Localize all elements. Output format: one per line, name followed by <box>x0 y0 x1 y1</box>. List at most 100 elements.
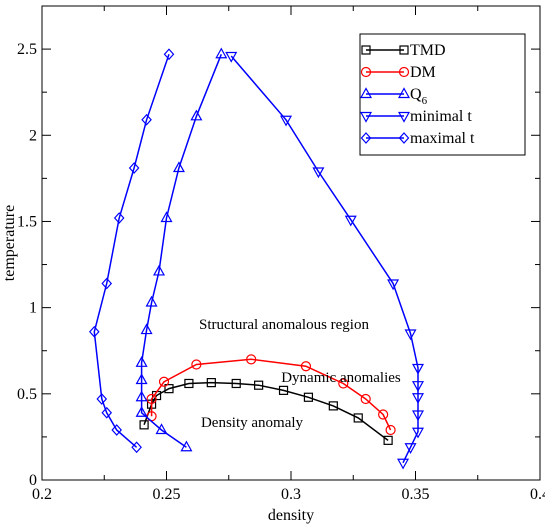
legend-item-dm: DM <box>360 64 436 81</box>
data-point-dm <box>360 393 371 405</box>
data-point-minimal-t <box>344 215 357 227</box>
legend-item-maximal-t: maximal t <box>360 130 475 147</box>
x-tick-label: 0.2 <box>32 486 52 503</box>
data-point-minimal-t <box>404 443 417 454</box>
data-point-tmd <box>383 435 393 445</box>
annotation-density: Density anomaly <box>201 415 304 431</box>
legend-label-subscript: 6 <box>422 95 428 107</box>
series-minimal-t <box>225 51 425 470</box>
data-point-tmd <box>184 378 194 389</box>
series-line-maximal-t <box>93 54 170 448</box>
y-tick-label: 1.5 <box>17 213 37 230</box>
data-point-minimal-t <box>397 458 410 470</box>
data-point-q6 <box>135 390 148 402</box>
series-line-minimal-t <box>230 55 419 464</box>
legend-marker <box>360 132 372 144</box>
data-point-dm <box>300 361 312 372</box>
legend-marker <box>361 45 371 55</box>
legend-item-minimal-t: minimal t <box>359 108 472 125</box>
data-point-tmd <box>206 378 216 388</box>
data-point-dm <box>146 393 157 405</box>
x-tick-label: 0.25 <box>153 486 181 503</box>
data-point-minimal-t <box>404 329 417 341</box>
data-point-minimal-t <box>411 427 425 439</box>
series-dm <box>146 354 396 436</box>
legend-marker <box>359 111 373 123</box>
data-point-q6 <box>215 47 228 59</box>
data-point-maximal-t <box>131 441 142 454</box>
data-point-q6 <box>180 440 193 452</box>
legend-marker <box>399 45 409 55</box>
legend-item-q6: Q6 <box>359 86 428 107</box>
data-point-minimal-t <box>411 381 425 392</box>
series-line-q6 <box>140 54 222 448</box>
x-tick-label: 0.3 <box>281 486 301 503</box>
data-point-dm <box>191 359 202 370</box>
data-point-minimal-t <box>411 410 425 422</box>
data-point-tmd <box>164 384 174 394</box>
legend-item-tmd: TMD <box>361 42 446 59</box>
data-point-maximal-t <box>128 162 140 174</box>
data-point-dm <box>378 409 389 420</box>
series-q6 <box>135 47 228 452</box>
data-point-q6 <box>155 423 168 435</box>
data-point-maximal-t <box>113 212 125 224</box>
data-point-tmd <box>254 380 264 390</box>
data-point-minimal-t <box>280 115 293 127</box>
y-tick-label: 2 <box>29 127 37 144</box>
legend-marker <box>360 66 372 78</box>
series-tmd <box>139 378 393 445</box>
data-point-q6 <box>145 295 158 307</box>
data-point-q6 <box>135 356 148 367</box>
data-point-maximal-t <box>111 424 123 436</box>
data-point-tmd <box>303 392 314 402</box>
data-point-tmd <box>328 401 338 411</box>
data-point-q6 <box>135 406 148 417</box>
data-point-maximal-t <box>141 113 152 126</box>
series-layer <box>88 47 425 470</box>
y-tick-label: 0.5 <box>17 386 37 403</box>
x-axis-label: density <box>268 507 314 524</box>
legend-marker <box>397 87 411 99</box>
data-point-minimal-t <box>411 393 425 405</box>
series-line-dm <box>150 358 392 431</box>
y-tick-label: 2.5 <box>17 41 37 58</box>
data-point-q6 <box>160 211 173 223</box>
data-point-minimal-t <box>312 167 325 179</box>
annotation-structural: Structural anomalous region <box>199 317 369 333</box>
data-point-minimal-t <box>387 279 400 291</box>
legend-label: TMD <box>410 42 446 59</box>
x-tick-label: 0.4 <box>530 486 545 503</box>
data-point-dm <box>385 424 396 436</box>
series-line-tmd <box>143 381 389 441</box>
data-point-q6 <box>153 264 166 276</box>
annotation-dynamic: Dynamic anomalies <box>281 370 401 386</box>
data-point-tmd <box>278 385 289 395</box>
data-point-dm <box>338 378 349 389</box>
y-tick-label: 0 <box>29 472 37 489</box>
data-point-q6 <box>190 109 203 121</box>
data-point-minimal-t <box>411 363 425 375</box>
data-point-maximal-t <box>88 325 100 338</box>
legend-label: DM <box>410 64 436 81</box>
y-axis-label: temperature <box>1 205 18 281</box>
x-axis-ticks: 0.2 0.25 0.3 0.35 0.4 <box>32 6 545 503</box>
legend-marker <box>398 66 410 78</box>
legend-label: maximal t <box>410 130 475 147</box>
data-point-dm <box>158 376 170 387</box>
data-point-maximal-t <box>101 406 113 419</box>
data-point-dm <box>246 354 257 365</box>
legend-label-main: Q <box>410 86 422 103</box>
data-point-q6 <box>135 373 148 385</box>
legend-label: Q6 <box>410 86 428 107</box>
legend-marker <box>398 132 410 144</box>
data-point-tmd <box>353 413 363 423</box>
data-point-maximal-t <box>96 393 108 405</box>
legend-marker <box>397 111 411 123</box>
data-point-tmd <box>231 378 241 389</box>
data-point-q6 <box>172 161 185 173</box>
